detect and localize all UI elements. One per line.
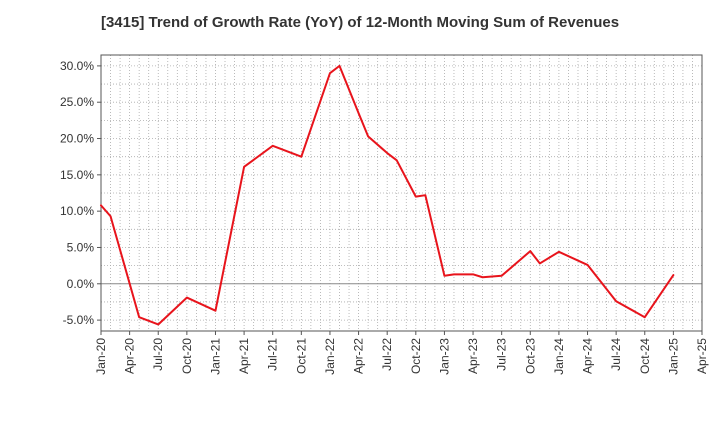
x-tick-label: Jan-24	[552, 338, 566, 375]
x-tick-label: Jul-22	[380, 338, 394, 371]
chart-title: [3415] Trend of Growth Rate (YoY) of 12-…	[100, 14, 620, 31]
x-tick-label: Oct-21	[294, 338, 308, 374]
x-tick-label: Apr-22	[352, 338, 366, 374]
x-tick-label: Apr-23	[466, 338, 480, 374]
y-tick-label: 15.0%	[60, 168, 94, 182]
x-tick-label: Apr-21	[237, 338, 251, 374]
x-tick-label: Oct-23	[523, 338, 537, 374]
x-tick-label: Oct-22	[409, 338, 423, 374]
y-tick-label: 25.0%	[60, 95, 94, 109]
x-tick-label: Jan-23	[437, 338, 451, 375]
x-tick-label: Jan-25	[666, 338, 680, 375]
plot-frame	[100, 54, 703, 332]
y-tick-label: 10.0%	[60, 204, 94, 218]
grid-lines	[101, 55, 703, 331]
x-tick-label: Apr-24	[581, 338, 595, 374]
x-tick-label: Apr-20	[123, 338, 137, 374]
y-tick-label: 20.0%	[60, 132, 94, 146]
x-tick-label: Jan-21	[208, 338, 222, 375]
x-tick-label: Oct-24	[638, 338, 652, 374]
y-tick-label: 5.0%	[67, 240, 95, 254]
x-tick-label: Jul-20	[151, 338, 165, 371]
x-tick-label: Jan-22	[323, 338, 337, 375]
x-tick-label: Jul-23	[495, 338, 509, 371]
x-tick-label: Jul-24	[609, 338, 623, 371]
y-tick-label: 30.0%	[60, 59, 94, 73]
y-tick-label: 0.0%	[67, 277, 95, 291]
x-tick-label: Jan-20	[94, 338, 108, 375]
series-line	[100, 64, 675, 326]
y-tick-label: -5.0%	[63, 313, 95, 327]
x-tick-label: Apr-25	[695, 338, 709, 374]
x-tick-label: Oct-20	[180, 338, 194, 374]
x-tick-label: Jul-21	[266, 338, 280, 371]
